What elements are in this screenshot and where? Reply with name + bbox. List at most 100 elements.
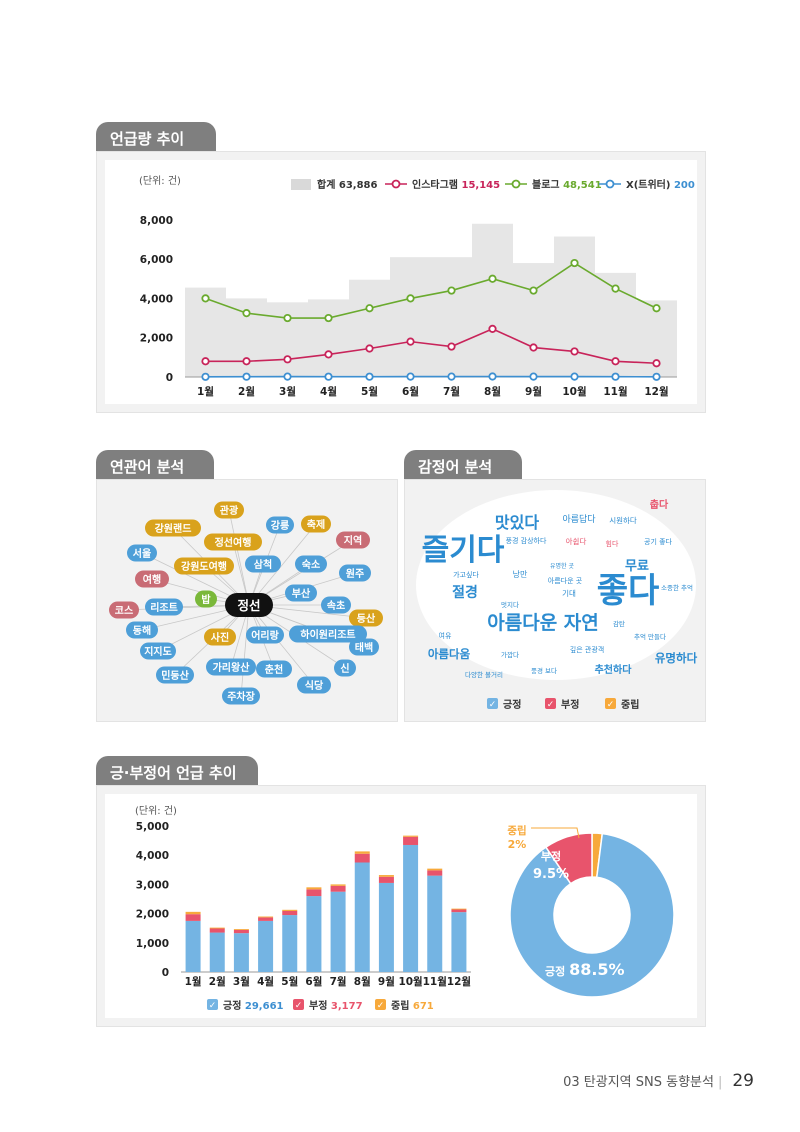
- donut-label-neutral-value: 2%: [508, 838, 527, 851]
- unit-label: (단위: 건): [135, 804, 177, 817]
- network-node-label: 식당: [305, 679, 324, 692]
- data-point: [611, 357, 620, 366]
- data-point: [324, 350, 333, 359]
- bar-segment-0: [185, 920, 201, 972]
- legend-checkbox: [293, 999, 304, 1010]
- network-node-label: 숙소: [302, 559, 320, 571]
- network-node-pill: [222, 687, 260, 705]
- network-node-label: 강원랜드: [155, 522, 192, 535]
- network-node-pill: [289, 625, 367, 643]
- data-point: [652, 372, 661, 381]
- section-tab-related: 연관어 분석: [96, 450, 214, 480]
- legend-label: 부정: [561, 698, 579, 711]
- bar-segment-2: [185, 911, 201, 915]
- cloud-word: 즐기다: [422, 533, 505, 568]
- legend-label: X(트위터) 200: [626, 178, 695, 191]
- data-point: [365, 344, 374, 353]
- bar-segment-2: [233, 929, 249, 930]
- x-tick-label: 4월: [257, 975, 274, 988]
- data-point: [652, 304, 661, 313]
- network-node-label: 밥: [201, 593, 211, 606]
- network-node-pill: [174, 557, 234, 575]
- data-point: [201, 372, 210, 381]
- sentiment-stacked-bar-chart: (단위: 건) 0 1,000 2,000 3,000 4,000 5,000 1월 2월 3월 4…: [135, 804, 675, 1012]
- bar-segment-0: [306, 896, 322, 972]
- data-point: [529, 343, 538, 352]
- data-point: [570, 258, 579, 268]
- cloud-word: 깊은 관광객: [570, 645, 604, 654]
- network-node-label: 태백: [355, 641, 373, 654]
- bar-segment-2: [258, 916, 274, 918]
- check-icon: ✓: [295, 1001, 303, 1011]
- network-node-label: 원주: [346, 567, 364, 580]
- network-edge: [228, 509, 250, 606]
- network-node-label: 삼척: [254, 558, 272, 571]
- cloud-word: 가깝다: [501, 650, 519, 659]
- x-tick-label: 4월: [320, 385, 337, 398]
- data-point: [447, 372, 456, 381]
- data-point: [488, 274, 497, 283]
- network-node-pill: [321, 596, 351, 614]
- network-node-pill: [339, 564, 371, 582]
- data-point: [242, 309, 251, 318]
- data-point: [283, 313, 292, 323]
- cloud-word: 낭만: [513, 569, 528, 579]
- bar-segment-1: [330, 885, 346, 892]
- bar-segment-2: [378, 875, 394, 877]
- y-tick-label: 2,000: [140, 333, 173, 345]
- cloud-word: 아름다운 곳: [548, 576, 583, 585]
- legend-checkbox: [375, 999, 386, 1010]
- data-point: [406, 294, 415, 303]
- cloud-word: 다양한 볼거리: [465, 670, 503, 679]
- y-tick-label: 0: [162, 967, 169, 979]
- bar-segment-2: [403, 835, 419, 837]
- network-edge: [240, 604, 250, 697]
- cloud-word: 여유: [439, 631, 452, 640]
- cloud-word: 추천하다: [595, 663, 633, 676]
- cloud-word: 감탄: [613, 619, 625, 628]
- unit-label: (단위: 건): [139, 174, 181, 187]
- x-tick-label: 12월: [644, 385, 668, 398]
- network-node-label: 사진: [211, 631, 229, 644]
- footer-text: 03 탄광지역 SNS 동향분석: [563, 1075, 714, 1090]
- network-node-pill: [204, 533, 262, 551]
- total-bar: [349, 279, 390, 377]
- y-tick-label: 8,000: [140, 215, 173, 227]
- x-tick-label: 2월: [209, 975, 226, 988]
- bar-segment-0: [378, 882, 394, 972]
- bar-segment-1: [378, 876, 394, 883]
- network-node-pill: [214, 501, 244, 519]
- bar-segment-2: [282, 909, 298, 911]
- bar-segment-0: [451, 912, 467, 972]
- x-tick-label: 5월: [281, 975, 298, 988]
- bar-segment-1: [403, 836, 419, 845]
- data-point: [447, 342, 456, 351]
- cloud-word: 힘다: [606, 539, 619, 548]
- network-edge: [248, 604, 315, 686]
- network-node-pill: [334, 659, 356, 677]
- section-tab-mentions: 언급량 추이: [96, 122, 216, 152]
- page-footer: 03 탄광지역 SNS 동향분석 | 29: [563, 1071, 754, 1091]
- bar-segment-0: [354, 862, 370, 972]
- network-node-label: 춘천: [265, 663, 283, 676]
- y-tick-label: 6,000: [140, 254, 173, 266]
- network-node-label: 관광: [220, 504, 239, 517]
- bar-segment-0: [258, 920, 274, 972]
- total-bar: [554, 236, 595, 377]
- network-node-label: 지지도: [144, 645, 172, 658]
- cloud-word: 무료: [625, 559, 649, 574]
- sentiment-trend-panel: (단위: 건) 0 1,000 2,000 3,000 4,000 5,000 1월 2월 3월 4…: [96, 785, 706, 1027]
- legend-marker: [511, 179, 521, 189]
- network-node-label: 지역: [344, 534, 362, 547]
- network-node-label: 리조트: [150, 601, 178, 614]
- bar-segment-1: [258, 917, 274, 921]
- bar-segment-2: [209, 927, 225, 929]
- x-tick-label: 7월: [330, 975, 347, 988]
- network-node-label: 정선여행: [215, 536, 252, 549]
- y-tick-label: 4,000: [140, 293, 173, 305]
- x-tick-label: 7월: [443, 385, 460, 398]
- data-point: [652, 359, 661, 368]
- cloud-word: 기대: [562, 589, 576, 598]
- network-node-pill: [301, 515, 331, 533]
